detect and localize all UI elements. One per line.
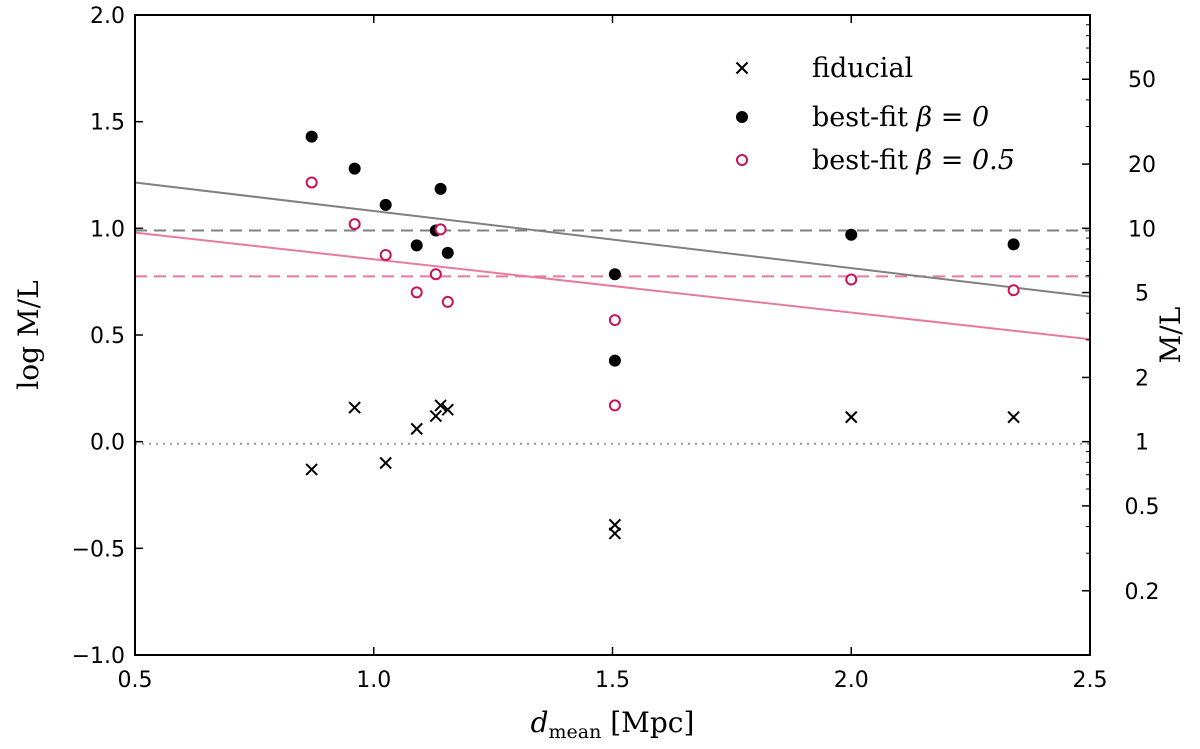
right-tick-label-6: 20 xyxy=(1128,153,1156,178)
point-s2-1 xyxy=(348,218,361,231)
point-s0-10 xyxy=(1007,410,1020,424)
point-s1-3 xyxy=(410,239,423,252)
fit-lines xyxy=(134,181,1091,341)
point-s0-2 xyxy=(379,456,392,470)
legend-label-0: fiducial xyxy=(812,53,913,84)
point-s2-7 xyxy=(608,314,621,327)
point-s1-9 xyxy=(845,228,858,241)
axis-ticks xyxy=(134,14,1091,656)
point-s0-6 xyxy=(441,403,454,416)
right-tick-label-4: 5 xyxy=(1135,282,1149,307)
y-tick-label-2: 0.0 xyxy=(90,431,125,456)
fit-line-1 xyxy=(134,231,1091,341)
point-s2-0 xyxy=(305,176,318,189)
point-s2-8 xyxy=(608,399,621,412)
point-s2-2 xyxy=(379,249,392,261)
point-s1-1 xyxy=(348,162,361,175)
point-s0-1 xyxy=(348,401,361,414)
reference-lines xyxy=(135,229,1090,445)
x-tick-label-1: 1.0 xyxy=(356,668,391,693)
y-tick-label-1: −0.5 xyxy=(72,537,125,562)
right-tick-label-5: 10 xyxy=(1128,217,1156,242)
x-tick-label-4: 2.5 xyxy=(1073,668,1108,693)
x-tick-label-3: 2.0 xyxy=(834,668,869,693)
data-markers xyxy=(305,130,1020,540)
right-tick-label-0: 0.2 xyxy=(1125,580,1160,605)
point-s2-6 xyxy=(441,295,454,308)
legend-marker-1 xyxy=(736,111,748,123)
point-s0-9 xyxy=(845,410,858,424)
right-tick-label-3: 2 xyxy=(1135,366,1149,391)
point-s0-0 xyxy=(305,463,318,476)
point-s0-5 xyxy=(434,399,447,412)
point-s1-5 xyxy=(434,182,447,195)
right-tick-label-1: 0.5 xyxy=(1125,495,1160,520)
point-s1-8 xyxy=(608,354,621,367)
right-axis-label: M/L xyxy=(1154,307,1187,364)
right-tick-label-7: 50 xyxy=(1128,68,1156,93)
x-axis-label: dmean [Mpc] xyxy=(531,706,695,743)
x-tick-label-0: 0.5 xyxy=(118,668,153,693)
point-s0-4 xyxy=(429,409,443,423)
y-axis-label: log M/L xyxy=(12,280,45,389)
point-s1-10 xyxy=(1007,238,1020,251)
y-tick-label-5: 1.5 xyxy=(90,111,125,136)
point-s0-3 xyxy=(410,422,423,436)
legend: fiducial best-fit β = 0 best-fit β = 0.5 xyxy=(735,53,1015,176)
point-s2-4 xyxy=(429,268,442,281)
point-s1-0 xyxy=(305,130,318,143)
y-tick-label-0: −1.0 xyxy=(72,644,125,669)
legend-marker-0 xyxy=(735,61,749,75)
fit-line-0 xyxy=(134,181,1091,298)
point-s1-7 xyxy=(608,268,621,281)
point-s2-5 xyxy=(434,223,447,236)
legend-marker-2 xyxy=(736,154,748,166)
point-s0-8 xyxy=(608,527,622,540)
point-s2-10 xyxy=(1007,284,1020,297)
x-tick-label-2: 1.5 xyxy=(595,668,630,693)
right-tick-label-2: 1 xyxy=(1135,431,1149,456)
point-s2-3 xyxy=(410,286,423,299)
axis-tick-labels: 0.5 1.0 1.5 2.0 2.5 −1.0 −0.5 0.0 0.5 1.0 1.5 2.0 0.… xyxy=(72,4,1160,693)
y-tick-label-3: 0.5 xyxy=(90,324,125,349)
legend-label-1: best-fit β = 0 xyxy=(812,102,989,133)
legend-label-2: best-fit β = 0.5 xyxy=(812,145,1015,176)
point-s2-9 xyxy=(845,273,858,286)
point-s1-2 xyxy=(379,198,392,211)
y-tick-label-4: 1.0 xyxy=(90,217,125,242)
y-tick-label-6: 2.0 xyxy=(90,4,125,29)
point-s1-6 xyxy=(441,246,454,259)
